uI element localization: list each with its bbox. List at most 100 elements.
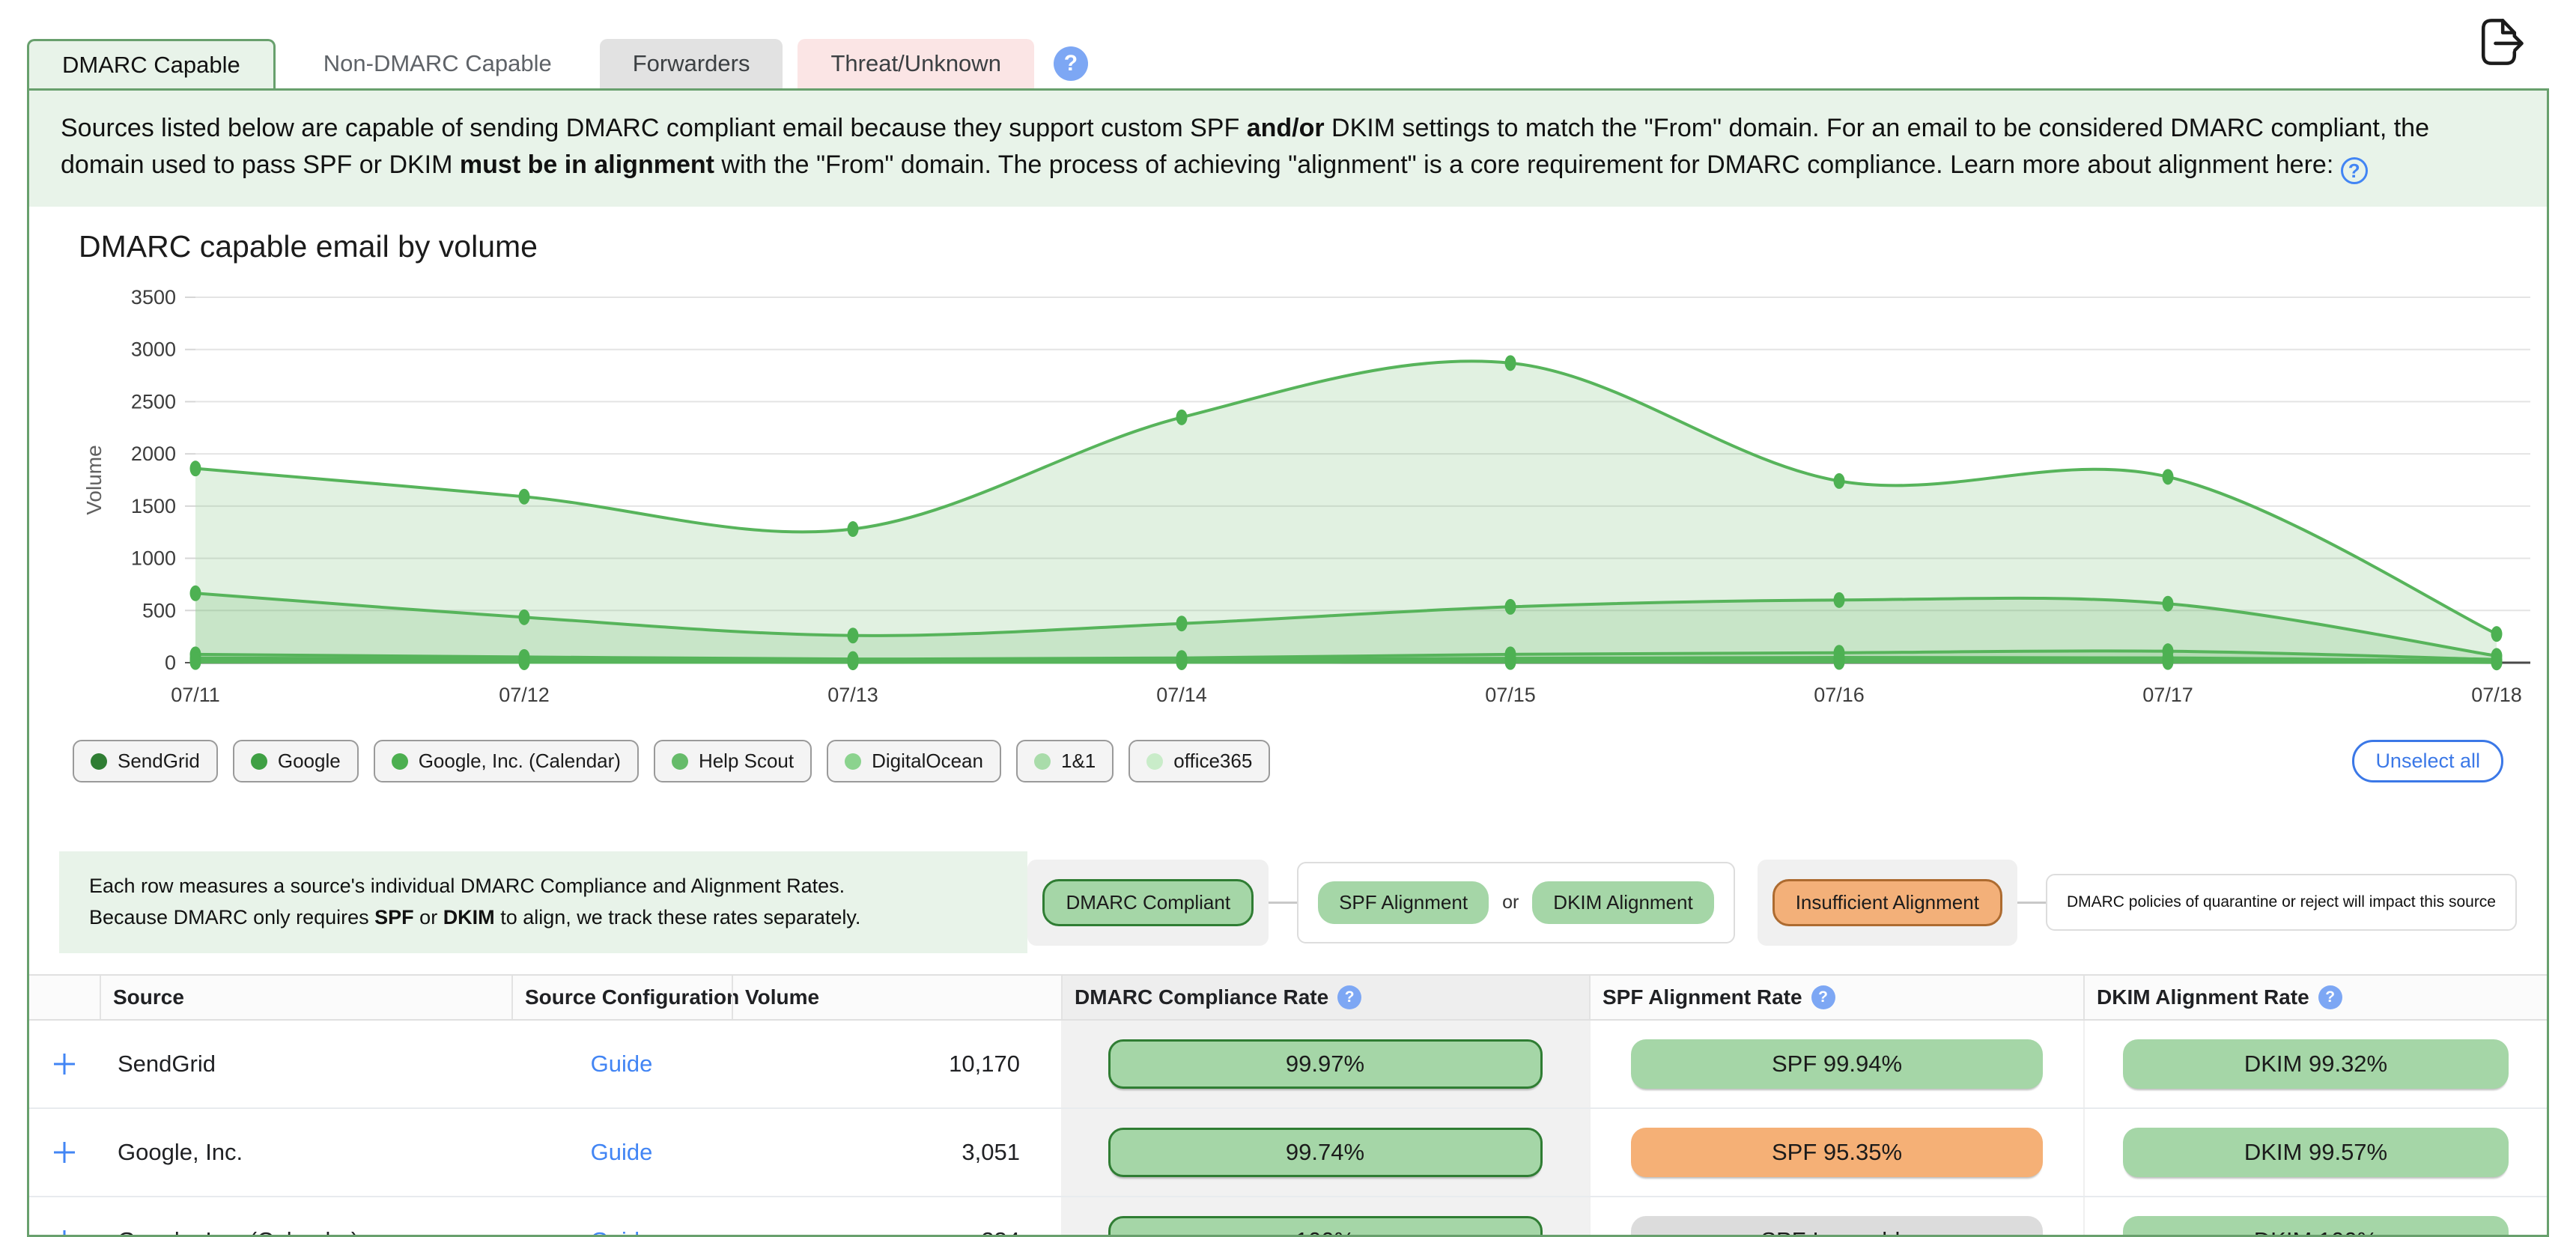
table-row: Google, Inc. Guide 3,051 99.74% SPF 95.3… — [29, 1108, 2547, 1197]
svg-text:2000: 2000 — [131, 443, 176, 465]
volume-chart[interactable]: 0 500 1000 1500 2000 2500 3000 3500 07/11 07/12 07… — [29, 267, 2547, 735]
dmarc-compliance-pill: 99.97% — [1108, 1039, 1543, 1089]
source-volume: 234 — [732, 1197, 1061, 1235]
compliant-legend-card: DMARC Compliant — [1027, 859, 1269, 946]
series-legend-chip[interactable]: Help Scout — [653, 740, 812, 783]
series-color-dot — [1146, 753, 1164, 770]
policy-note: DMARC policies of quarantine or reject w… — [2066, 893, 2496, 911]
svg-text:07/17: 07/17 — [2142, 684, 2193, 706]
series-color-dot — [845, 753, 862, 770]
series-color-dot — [391, 753, 408, 770]
col-source: Source — [100, 975, 511, 1019]
series-color-dot — [91, 753, 107, 770]
or-label: or — [1502, 891, 1519, 913]
svg-text:07/13: 07/13 — [827, 684, 878, 706]
col-dmarc-compliance-rate: DMARC Compliance Rate ? — [1061, 975, 1589, 1019]
dkim-rate-pill: DKIM 100% — [2123, 1215, 2509, 1235]
col-dkim-alignment-rate: DKIM Alignment Rate ? — [2083, 975, 2547, 1019]
plus-icon — [54, 1141, 75, 1163]
source-name: Google, Inc. — [118, 1138, 243, 1165]
svg-text:1000: 1000 — [131, 547, 176, 570]
expand-row-button[interactable] — [29, 1197, 100, 1235]
series-legend-chip[interactable]: 1&1 — [1015, 740, 1114, 783]
source-guide-link[interactable]: Guide — [590, 1050, 653, 1077]
policy-note-card: DMARC policies of quarantine or reject w… — [2045, 874, 2517, 931]
alignment-legend-card: SPF Alignment or DKIM Alignment — [1297, 861, 1735, 943]
dmarc-rate-help-icon[interactable]: ? — [1337, 985, 1362, 1009]
table-row: Google, Inc. (Calendar) Guide 234 100% S… — [29, 1197, 2547, 1235]
sources-table: Source Source Configuration Volume DMARC… — [29, 973, 2547, 1235]
svg-text:07/11: 07/11 — [171, 684, 220, 706]
insufficient-alignment-badge: Insufficient Alignment — [1772, 878, 2002, 926]
spf-alignment-badge: SPF Alignment — [1318, 881, 1489, 924]
table-header: Source Source Configuration Volume DMARC… — [29, 973, 2547, 1021]
tab-description: Sources listed below are capable of send… — [29, 91, 2547, 207]
col-expand — [29, 976, 100, 1019]
tab-forwarders[interactable]: Forwarders — [599, 39, 783, 88]
series-legend-chip[interactable]: Google — [232, 740, 359, 783]
svg-text:Volume: Volume — [82, 445, 106, 514]
export-icon[interactable] — [2470, 12, 2528, 72]
table-row: SendGrid Guide 10,170 99.97% SPF 99.94% … — [29, 1020, 2547, 1109]
spf-rate-pill: SPF 99.94% — [1631, 1039, 2043, 1089]
plus-icon — [54, 1053, 75, 1075]
expand-row-button[interactable] — [29, 1109, 100, 1196]
svg-text:07/12: 07/12 — [499, 684, 550, 706]
series-color-dot — [1033, 753, 1051, 770]
spf-rate-pill: SPF 95.35% — [1631, 1127, 2043, 1177]
main-panel: Sources listed below are capable of send… — [27, 88, 2549, 1237]
dkim-rate-help-icon[interactable]: ? — [2318, 985, 2342, 1009]
dmarc-compliance-pill: 100% — [1108, 1215, 1543, 1235]
source-guide-link[interactable]: Guide — [591, 1227, 653, 1235]
dkim-rate-pill: DKIM 99.57% — [2123, 1127, 2509, 1177]
svg-text:2500: 2500 — [131, 391, 176, 413]
table-intro-box: Each row measures a source's individual … — [59, 851, 1028, 953]
series-color-dot — [250, 753, 267, 770]
rate-legend: DMARC Compliant SPF Alignment or DKIM Al… — [1027, 859, 2517, 946]
source-name: SendGrid — [118, 1050, 216, 1077]
col-spf-alignment-rate: SPF Alignment Rate ? — [1589, 975, 2083, 1019]
spf-rate-pill: SPF Incapable — [1631, 1215, 2043, 1235]
legend-connector — [1269, 901, 1298, 904]
source-volume: 10,170 — [949, 1050, 1020, 1077]
source-guide-link[interactable]: Guide — [590, 1138, 653, 1165]
dkim-alignment-badge: DKIM Alignment — [1532, 881, 1714, 924]
svg-text:07/18: 07/18 — [2471, 684, 2522, 706]
svg-text:3500: 3500 — [131, 286, 176, 309]
tab-threat-unknown[interactable]: Threat/Unknown — [798, 39, 1034, 88]
series-legend-chip[interactable]: Google, Inc. (Calendar) — [373, 740, 639, 783]
svg-text:3000: 3000 — [131, 338, 176, 361]
dkim-rate-pill: DKIM 99.32% — [2123, 1039, 2509, 1089]
dmarc-compliant-badge: DMARC Compliant — [1042, 878, 1254, 926]
source-name: Google, Inc. (Calendar) — [100, 1197, 511, 1235]
intro-line-1: Each row measures a source's individual … — [89, 875, 845, 898]
svg-text:1500: 1500 — [131, 495, 176, 517]
series-legend: SendGrid Google Google, Inc. (Calendar) … — [29, 735, 2547, 783]
svg-text:07/14: 07/14 — [1156, 684, 1207, 706]
series-legend-chip[interactable]: SendGrid — [73, 740, 218, 783]
series-legend-chip[interactable]: DigitalOcean — [827, 740, 1001, 783]
svg-text:500: 500 — [142, 599, 176, 621]
chart-title: DMARC capable email by volume — [79, 229, 538, 264]
col-volume: Volume — [732, 975, 1061, 1019]
intro-line-2: Because DMARC only requires SPF or DKIM … — [89, 906, 861, 929]
table-intro-row: Each row measures a source's individual … — [29, 851, 2547, 953]
tabs-help-icon[interactable]: ? — [1053, 46, 1088, 81]
tab-bar: DMARC Capable Non-DMARC Capable Forwarde… — [27, 19, 2549, 88]
alignment-help-icon[interactable]: ? — [2340, 157, 2368, 185]
plus-icon — [63, 1230, 66, 1235]
dmarc-compliance-pill: 99.74% — [1108, 1127, 1543, 1177]
spf-rate-help-icon[interactable]: ? — [1811, 985, 1835, 1009]
col-source-configuration: Source Configuration — [511, 975, 739, 1019]
expand-row-button[interactable] — [29, 1021, 100, 1107]
series-legend-chip[interactable]: office365 — [1128, 740, 1271, 783]
svg-text:0: 0 — [165, 651, 176, 674]
tab-dmarc-capable[interactable]: DMARC Capable — [27, 39, 276, 88]
unselect-all-button[interactable]: Unselect all — [2352, 740, 2503, 783]
description-text: Sources listed below are capable of send… — [61, 114, 2429, 179]
series-color-dot — [671, 753, 688, 770]
tab-non-dmarc-capable[interactable]: Non-DMARC Capable — [290, 39, 585, 88]
svg-text:07/15: 07/15 — [1485, 684, 1536, 706]
legend-connector — [2017, 901, 2046, 904]
source-volume: 3,051 — [962, 1138, 1020, 1165]
